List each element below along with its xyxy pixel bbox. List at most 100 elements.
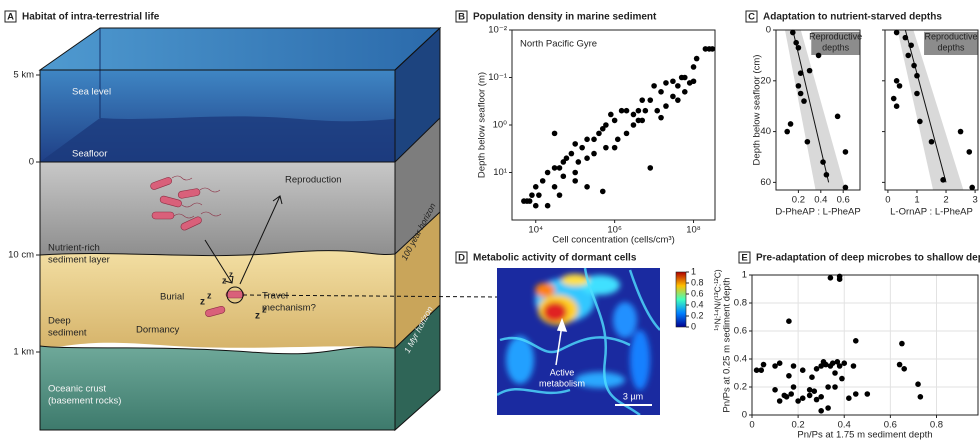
- panel-title: Metabolic activity of dormant cells: [473, 253, 637, 264]
- point: [784, 129, 790, 135]
- point: [584, 184, 590, 190]
- point: [670, 94, 676, 100]
- point: [969, 185, 975, 191]
- point: [958, 129, 964, 135]
- annotation: metabolism: [539, 378, 585, 388]
- y-tick-label: 60: [760, 177, 771, 188]
- colorbar-tick-label: 0.2: [691, 310, 704, 320]
- x-tick-label: 0.4: [814, 195, 827, 206]
- point: [917, 119, 923, 125]
- point: [663, 80, 669, 86]
- x-tick-label: 0: [885, 195, 890, 206]
- point: [798, 70, 804, 76]
- scale-bar-label: 3 µm: [623, 391, 643, 401]
- point: [603, 145, 609, 151]
- point: [572, 178, 578, 184]
- x-tick-label: 10⁴: [528, 225, 543, 236]
- point: [584, 155, 590, 161]
- point: [853, 338, 859, 344]
- point: [824, 172, 830, 178]
- point: [811, 388, 817, 394]
- point: [800, 395, 806, 401]
- travel-label: mechanism?: [262, 303, 316, 314]
- layer-label: Nutrient-rich: [48, 243, 100, 254]
- y-tick-label: 0: [742, 410, 747, 421]
- panel-title: Pre-adaptation of deep microbes to shall…: [756, 253, 980, 264]
- colorbar-tick-label: 1: [691, 266, 696, 276]
- point: [894, 103, 900, 109]
- point: [796, 83, 802, 89]
- point: [639, 97, 645, 103]
- point: [903, 35, 909, 41]
- plot: 10⁴10⁶10⁸10⁻²10⁻¹10⁰10¹North Pacific Gyr…: [477, 25, 716, 246]
- point: [552, 165, 558, 171]
- burial-label: Burial: [160, 292, 184, 303]
- point: [846, 395, 852, 401]
- point: [663, 103, 669, 109]
- point: [929, 139, 935, 145]
- x-tick-label: 2: [943, 195, 948, 206]
- y-tick-label: 0: [766, 25, 771, 36]
- point: [832, 384, 838, 390]
- x-tick-label: 0.6: [837, 195, 850, 206]
- point: [807, 68, 813, 74]
- sediment-layer: [40, 162, 395, 255]
- point: [658, 115, 664, 121]
- plot-frame: [512, 30, 715, 220]
- depth-label: 10 cm: [8, 250, 34, 261]
- sleep-mark: z: [222, 275, 227, 285]
- x-axis-label: Pn/Ps at 1.75 m sediment depth: [797, 430, 932, 441]
- point: [807, 393, 813, 399]
- point: [608, 112, 614, 118]
- point: [694, 56, 700, 62]
- point: [777, 398, 783, 404]
- point: [624, 108, 630, 114]
- point: [798, 91, 804, 97]
- point: [557, 192, 563, 198]
- point: [631, 122, 637, 128]
- annotation: Active: [550, 367, 575, 377]
- colorbar-tick-label: 0.8: [691, 277, 704, 287]
- point: [788, 121, 794, 127]
- point: [615, 136, 621, 142]
- point: [658, 89, 664, 95]
- colorbar-tick-label: 0: [691, 321, 696, 331]
- plot: 0123ReproductivedepthsL-OrnAP : L-PheAP: [882, 0, 978, 225]
- point: [679, 75, 685, 81]
- y-axis-label: Pn/Ps at 0.25 m sediment depth: [722, 277, 733, 412]
- travel-label: Travel: [262, 291, 288, 302]
- point: [809, 374, 815, 380]
- depth-label: 0: [29, 157, 34, 168]
- point: [682, 89, 688, 95]
- point: [777, 360, 783, 366]
- point: [569, 151, 575, 157]
- point: [818, 408, 824, 414]
- point: [561, 159, 567, 165]
- y-tick-label: 10⁻²: [488, 25, 507, 36]
- point: [801, 98, 807, 104]
- point: [894, 78, 900, 84]
- panel-letter: A: [7, 12, 14, 23]
- point: [651, 83, 657, 89]
- y-tick-label: 1: [742, 270, 747, 281]
- point: [572, 141, 578, 147]
- x-tick-label: 0: [749, 420, 754, 431]
- point: [851, 363, 857, 369]
- annotation: Reproductive: [809, 31, 862, 41]
- panel-letter: B: [458, 12, 465, 23]
- point: [908, 42, 914, 48]
- point: [790, 30, 796, 36]
- panel-letter: E: [741, 253, 747, 264]
- x-axis-label: D-PheAP : L-PheAP: [775, 207, 860, 218]
- point: [843, 149, 849, 155]
- point: [529, 192, 535, 198]
- point: [647, 165, 653, 171]
- layer-label: Deep: [48, 316, 71, 327]
- annotation: Reproductive: [925, 31, 978, 41]
- point: [800, 367, 806, 373]
- point: [825, 384, 831, 390]
- point: [841, 360, 847, 366]
- depth-label: 1 km: [13, 347, 34, 358]
- point: [552, 184, 558, 190]
